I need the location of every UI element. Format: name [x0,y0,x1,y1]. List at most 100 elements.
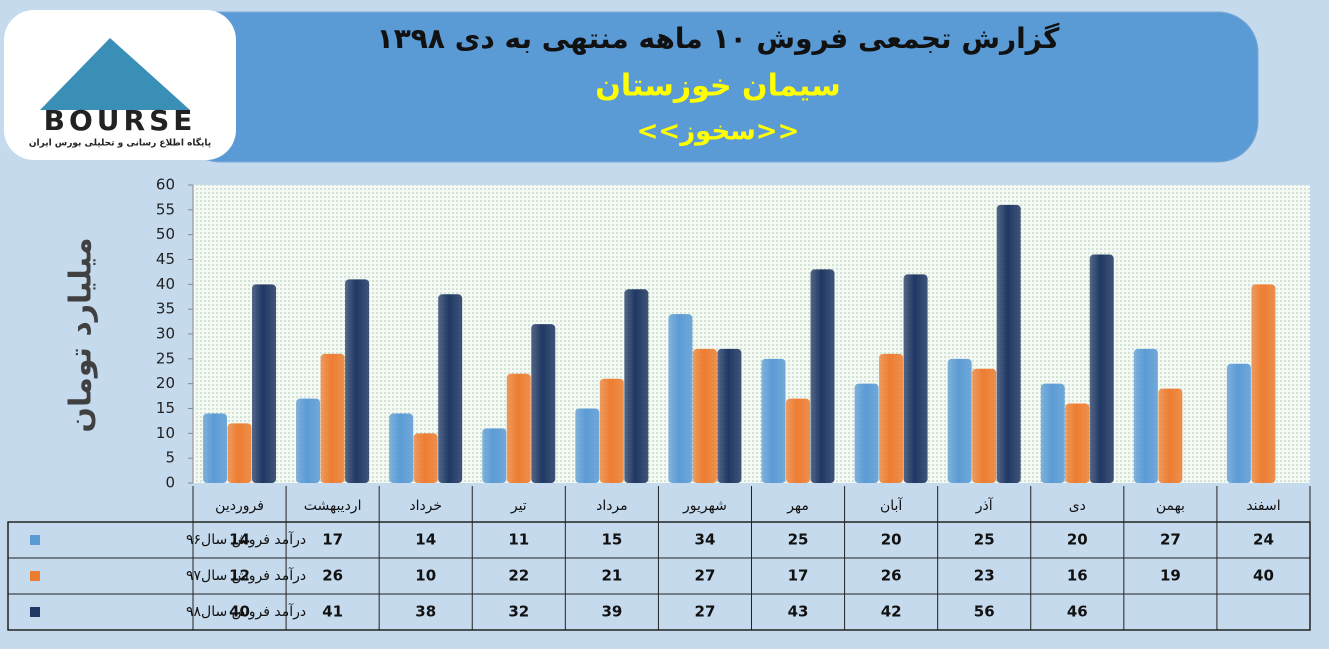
table-value: 14 [415,531,436,549]
table-value: 17 [322,531,343,549]
bar [1040,383,1065,483]
bar [692,348,717,483]
legend-label: درآمد فروش سال۹۷ [186,567,306,584]
y-tick-label: 25 [156,349,175,367]
legend-swatch [30,607,40,617]
table-value: 27 [1160,531,1181,549]
bar [1251,284,1276,483]
bar [252,284,276,483]
table-value: 20 [1067,531,1088,549]
table-value: 19 [1160,567,1181,585]
table-value: 39 [601,603,622,621]
chart-title: گزارش تجمعی فروش ۱۰ ماهه منتهی به دی ۱۳۹… [377,22,1060,55]
bar [345,279,370,483]
x-tick-label: خرداد [409,498,442,514]
bar [531,324,556,483]
x-tick-label: شهریور [682,498,727,514]
bar [854,383,879,483]
x-tick-label: آذر [975,497,994,514]
symbol: <<سخوز>> [637,117,800,147]
bar [203,413,227,483]
bar [320,353,345,483]
y-tick-label: 0 [165,474,175,492]
y-tick-label: 15 [156,399,175,417]
bar [599,378,624,483]
x-tick-label: اسفند [1246,498,1280,514]
legend-label: درآمد فروش سال۹۶ [186,531,306,548]
bar [1226,363,1251,483]
table-value: 24 [1253,531,1274,549]
table-value: 23 [974,567,995,585]
table-value: 17 [788,567,809,585]
legend-swatch [30,571,40,581]
table-value: 26 [322,567,343,585]
bar [506,373,531,483]
bar [438,294,463,483]
y-axis-title: میلیارد تومان [64,237,99,432]
x-tick-label: اردیبهشت [304,498,362,514]
bar [879,353,904,483]
bar [227,423,252,483]
bar [668,314,693,483]
table-value: 11 [508,531,529,549]
table-value: 21 [601,567,622,585]
bar [413,433,438,483]
y-tick-label: 35 [156,300,175,318]
bar [972,368,997,483]
chart-subtitle: سیمان خوزستان [595,69,841,104]
table-value: 46 [1067,603,1088,621]
plot-area [193,185,1310,483]
table-value: 27 [695,567,716,585]
y-tick-label: 20 [156,374,175,392]
table-value: 25 [788,531,809,549]
y-tick-label: 10 [156,424,175,442]
bar [786,398,810,483]
table-value: 16 [1067,567,1088,585]
table-value: 10 [415,567,436,585]
y-tick-label: 40 [156,275,175,293]
legend-label: درآمد فروش سال۹۸ [186,603,306,620]
y-tick-label: 60 [156,176,175,194]
bar [624,289,649,483]
bar [389,413,414,483]
table-value: 26 [881,567,902,585]
table-value: 56 [974,603,995,621]
table-value: 42 [881,603,902,621]
y-tick-label: 30 [156,325,175,343]
bar [810,269,835,483]
x-tick-label: مهر [786,498,809,514]
table-value: 32 [508,603,529,621]
x-tick-label: فروردین [215,498,264,514]
table-value: 15 [601,531,622,549]
y-tick-label: 45 [156,250,175,268]
x-tick-label: آبان [880,497,903,514]
bar [1133,348,1158,483]
logo-icon [40,38,190,110]
table-value: 20 [881,531,902,549]
table-value: 38 [415,603,436,621]
table-value: 40 [1253,567,1274,585]
bar [1158,388,1183,483]
logo-caption: پایگاه اطلاع رسانی و تحلیلی بورس ایران [29,137,211,149]
table-value: 14 [229,531,250,549]
x-tick-label: دی [1069,498,1086,514]
x-tick-label: بهمن [1156,498,1185,514]
bar [1065,403,1090,483]
bar [761,358,786,483]
table-value: 40 [229,603,250,621]
legend-swatch [30,535,40,545]
bar [947,358,972,483]
table-value: 43 [788,603,809,621]
table-value: 27 [695,603,716,621]
bar [903,274,928,483]
x-tick-label: تیر [510,498,527,514]
table-value: 12 [229,567,250,585]
bar [296,398,321,483]
logo-text: BOURSE [44,104,197,137]
table-value: 25 [974,531,995,549]
table-value: 41 [322,603,343,621]
x-tick-label: مرداد [596,498,628,514]
y-tick-label: 50 [156,225,175,243]
